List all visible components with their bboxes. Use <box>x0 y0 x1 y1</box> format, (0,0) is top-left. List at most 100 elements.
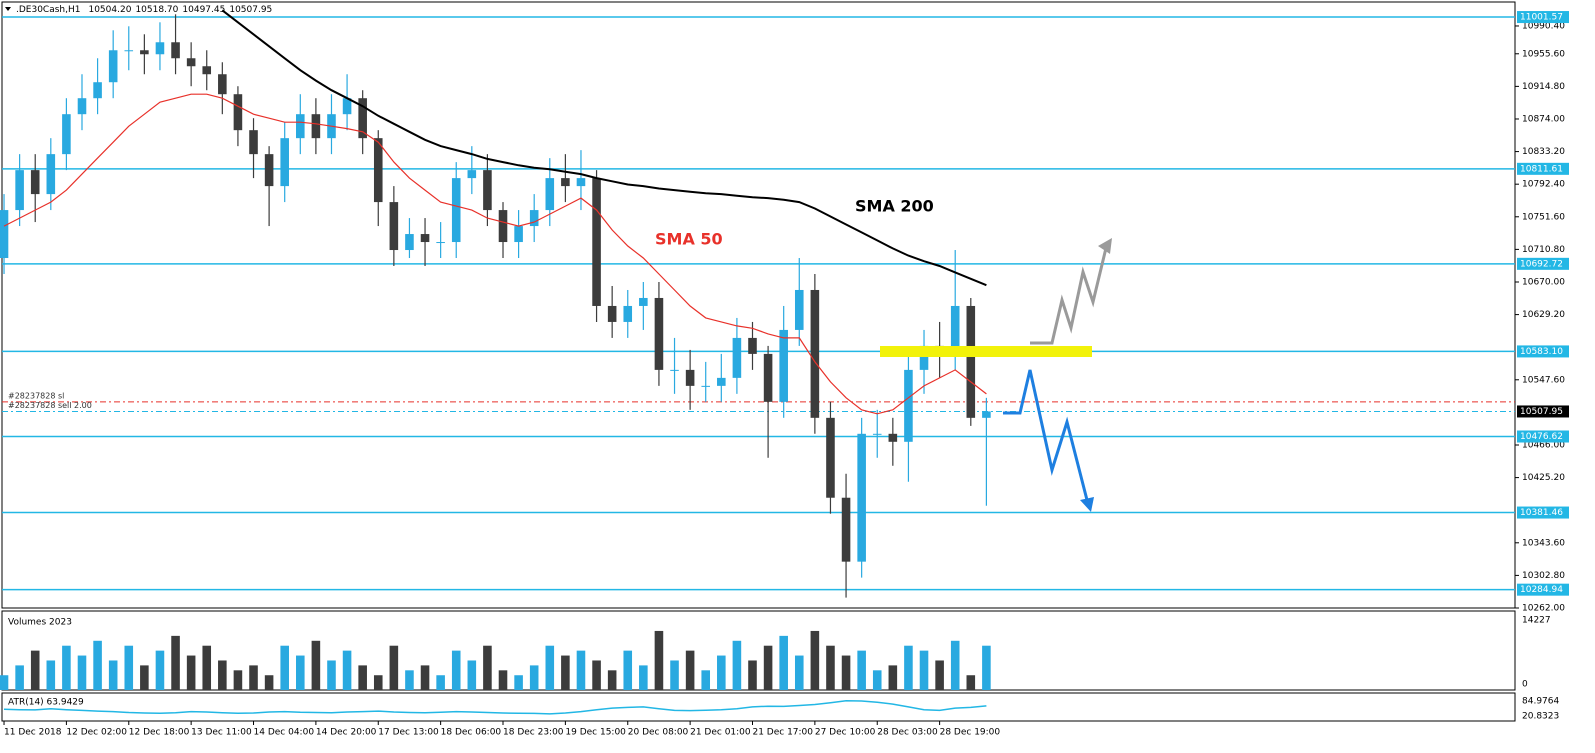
current-price-label: 10507.95 <box>1520 407 1563 417</box>
volume-bar <box>654 630 664 690</box>
y-tick-label: 10262.00 <box>1522 604 1565 614</box>
volume-tick-label: 0 <box>1522 680 1528 690</box>
volume-bar <box>950 640 960 690</box>
volume-bar <box>857 650 866 690</box>
volume-bar <box>186 655 196 690</box>
candle-body <box>46 154 56 195</box>
bear-arrow-head <box>1080 497 1094 512</box>
sma50-annotation: SMA 50 <box>655 230 723 249</box>
bull-scenario-arrow <box>1030 247 1108 345</box>
volume-bar <box>841 655 851 690</box>
level-label-box <box>1517 430 1569 443</box>
plot-layer: 10990.40 10955.60 10914.80 10874.00 10833.20… <box>0 9 1569 738</box>
level-label: 10381.46 <box>1520 508 1563 518</box>
level-label-box <box>1517 11 1569 24</box>
level-label: 10476.62 <box>1520 432 1563 442</box>
y-tick-label: 10629.20 <box>1522 310 1565 320</box>
candle-body <box>950 305 960 354</box>
candle-body <box>140 50 149 55</box>
candle-body <box>841 497 851 562</box>
volume-bar <box>888 665 898 690</box>
level-label-box <box>1517 506 1569 519</box>
candle-body <box>748 337 757 354</box>
level-label: 10583.10 <box>1520 347 1563 357</box>
candle-body <box>670 369 679 371</box>
x-tick-label: 28 Dec 03:00 <box>877 728 938 738</box>
volume-bar <box>529 665 539 690</box>
volume-bar <box>218 660 227 690</box>
candle-body <box>233 94 243 131</box>
candle-body <box>639 297 648 306</box>
x-tick-label: 13 Dec 11:00 <box>191 728 252 738</box>
volume-bar <box>311 640 321 690</box>
candle-body <box>420 234 430 243</box>
volume-bar <box>62 645 71 690</box>
candle-body <box>529 210 539 227</box>
volume-bar <box>451 650 461 690</box>
volume-bar <box>623 650 633 690</box>
volume-bar <box>405 670 414 690</box>
y-tick-label: 10792.40 <box>1522 180 1565 190</box>
candle-body <box>0 210 9 259</box>
volume-bar <box>420 665 430 690</box>
level-label-box <box>1517 257 1569 270</box>
level-label: 10811.61 <box>1520 164 1563 174</box>
volume-bar <box>826 645 835 690</box>
sma200-annotation: SMA 200 <box>855 197 934 216</box>
x-tick-label: 17 Dec 13:00 <box>378 728 439 738</box>
level-label-box <box>1517 162 1569 175</box>
volume-bar <box>717 655 726 690</box>
candle-body <box>483 170 492 211</box>
volume-bar <box>794 655 804 690</box>
y-tick-label: 10914.80 <box>1522 82 1565 92</box>
volume-bar <box>701 670 711 690</box>
chart-header: .DE30Cash,H1 10504.20 10518.70 10497.45 1050… <box>16 5 272 15</box>
volume-bar <box>592 660 601 690</box>
volume-bar <box>982 645 991 690</box>
y-tick-label: 10833.20 <box>1522 147 1565 157</box>
x-tick-label: 18 Dec 23:00 <box>503 728 564 738</box>
candle-body <box>919 345 929 370</box>
volume-bar <box>670 660 679 690</box>
volume-bar <box>779 635 788 690</box>
candle-body <box>124 50 134 52</box>
candle-body <box>732 337 742 378</box>
candle-body <box>467 170 477 179</box>
candle-body <box>77 98 87 115</box>
candle-body <box>498 210 508 243</box>
volume-bar <box>935 660 944 690</box>
candle-body <box>826 417 835 498</box>
volume-bar <box>93 640 102 690</box>
volume-bar <box>919 650 929 690</box>
volume-bar <box>467 660 477 690</box>
candle-body <box>904 369 913 442</box>
current-price-box <box>1517 405 1569 418</box>
y-tick-label: 10990.40 <box>1522 21 1565 31</box>
candle-body <box>436 242 445 244</box>
quote-low: 10497.45 <box>182 5 225 15</box>
candle-body <box>592 178 601 306</box>
y-tick-label: 10955.60 <box>1522 49 1565 59</box>
candle-body <box>155 42 165 55</box>
volume-bar <box>498 670 508 690</box>
candle-body <box>218 74 227 95</box>
candle-body <box>405 234 414 251</box>
volume-bar <box>576 650 586 690</box>
volume-bar <box>904 645 913 690</box>
atr-panel <box>1 692 1516 722</box>
x-tick-label: 12 Dec 18:00 <box>129 728 190 738</box>
y-tick-label: 10874.00 <box>1522 114 1565 124</box>
atr-line <box>3 700 987 715</box>
candle-body <box>872 433 882 435</box>
symbol: .DE30Cash,H1 <box>16 5 80 15</box>
moving-average <box>221 9 987 287</box>
volume-bar <box>124 645 134 690</box>
atr-label: ATR(14) 63.9429 <box>8 698 84 708</box>
volume-bar <box>327 660 336 690</box>
x-tick-label: 20 Dec 08:00 <box>628 728 689 738</box>
candle-body <box>561 178 570 187</box>
volume-bar <box>249 665 258 690</box>
volume-bar <box>0 675 9 690</box>
x-tick-label: 14 Dec 04:00 <box>254 728 315 738</box>
volume-bar <box>607 670 617 690</box>
